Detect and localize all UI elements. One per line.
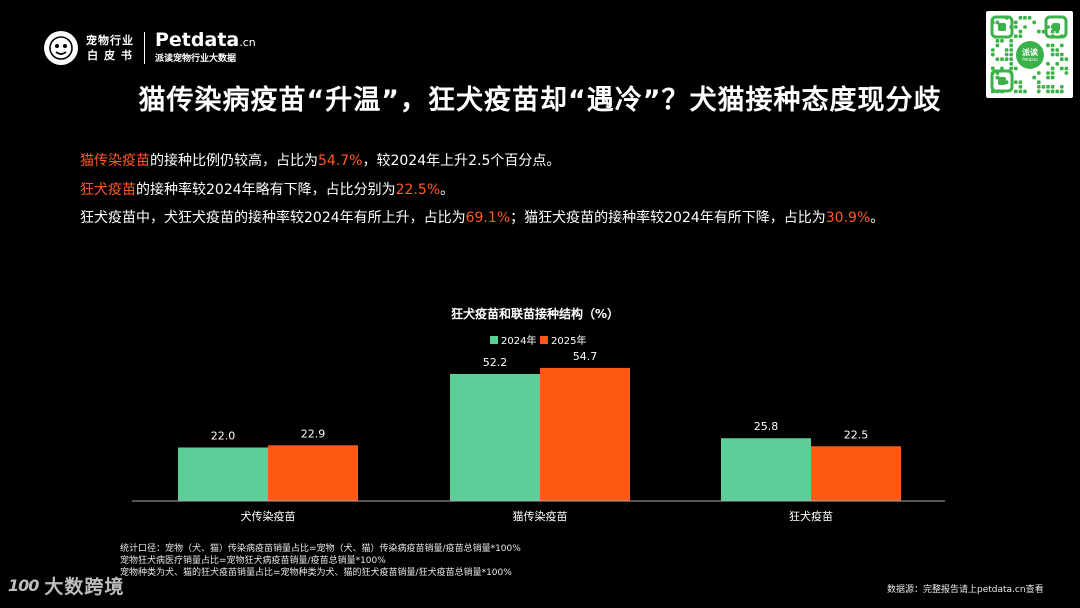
qr-center-line2: Petdata — [1022, 57, 1038, 62]
chart-bars: 22.0 22.9 52.2 54.7 25.8 22.5 — [178, 350, 901, 501]
chart-legend: 2024年 2025年 — [490, 334, 586, 347]
qr-pattern-icon — [990, 15, 1069, 94]
logo-cn-line2: 白 皮 书 — [87, 48, 133, 62]
bar-value-label: 22.9 — [301, 427, 326, 440]
x-tick-label: 猫传染疫苗 — [513, 509, 568, 523]
footnote-2: 宠物狂犬病医疗销量占比=宠物狂犬病疫苗销量/疫苗总销量*100% — [120, 556, 386, 566]
whitepaper-label: 宠物行业 白 皮 书 — [86, 33, 134, 63]
qr-center-line1: 派读 — [1022, 48, 1038, 57]
legend-swatch-1 — [490, 336, 498, 344]
logo-divider — [144, 31, 145, 64]
bar-2025-3 — [811, 446, 901, 501]
brand-subtitle: 派读宠物行业大数据 — [155, 54, 237, 64]
footnote-3: 宠物种类为犬、猫的狂犬疫苗销量占比=宠物种类为犬、猫的狂犬疫苗销量/狂犬疫苗总销… — [120, 568, 512, 578]
x-tick-label: 犬传染疫苗 — [241, 509, 296, 523]
brand-name-suffix: .cn — [239, 36, 256, 49]
insight-1-highlight-2: 54.7% — [318, 153, 363, 169]
x-tick-label: 狂犬疫苗 — [789, 509, 833, 523]
insight-3-text-1: 狂犬疫苗中，犬狂犬疫苗的接种率较2024年有所上升，占比为 — [80, 210, 466, 226]
insight-2-text-1: 的接种率较2024年略有下降，占比分别为 — [136, 182, 396, 198]
footnote-1: 统计口径：宠物（犬、猫）传染病疫苗销量占比=宠物（犬、猫）传染病疫苗销量/疫苗总… — [120, 544, 521, 554]
brand-name-main: Petdata — [155, 29, 240, 51]
qr-finder-core — [1052, 23, 1060, 31]
qr-finder-icon — [990, 69, 1014, 93]
bar-value-label: 25.8 — [754, 420, 779, 433]
bar-value-label: 52.2 — [483, 356, 508, 369]
insight-2-highlight-2: 22.5% — [395, 182, 441, 198]
qr-code: 派读 Petdata — [986, 11, 1073, 98]
footnotes: 统计口径：宠物（犬、猫）传染病疫苗销量占比=宠物（犬、猫）传染病疫苗销量/疫苗总… — [120, 543, 521, 579]
insight-2-highlight-1: 狂犬疫苗 — [80, 182, 136, 198]
bar-value-label: 22.5 — [844, 428, 869, 441]
x-axis-ticks: 犬传染疫苗 猫传染疫苗 狂犬疫苗 — [241, 509, 834, 523]
insight-line-3: 狂犬疫苗中，犬狂犬疫苗的接种率较2024年有所上升，占比为69.1%；猫狂犬疫苗… — [80, 207, 884, 227]
qr-finder-core — [998, 77, 1006, 85]
brand-name: Petdata.cn — [155, 30, 256, 53]
chart-title: 狂犬疫苗和联苗接种结构（%） — [451, 306, 619, 321]
insight-3-highlight-2: 30.9% — [825, 210, 871, 226]
qr-finder-icon — [1044, 15, 1068, 39]
data-source: 数据源：完整报告请上petdata.cn查看 — [887, 585, 1044, 595]
bar-2025-2 — [540, 367, 630, 501]
bar-2024-3 — [721, 438, 811, 501]
watermark-mark: 100 — [8, 576, 39, 595]
watermark-text: 大数跨境 — [44, 576, 125, 598]
insight-1-highlight-1: 猫传染疫苗 — [80, 153, 150, 169]
bar-2025-1 — [268, 445, 358, 501]
petdata-logo-icon — [44, 30, 78, 65]
insight-1-text-2: ，较2024年上升2.5个百分点。 — [362, 153, 561, 169]
bar-2024-2 — [450, 373, 540, 501]
legend-label-1: 2024年 — [501, 334, 536, 347]
insight-3-highlight-1: 69.1% — [465, 210, 511, 226]
insight-2-text-2: 。 — [440, 182, 455, 198]
qr-finder-core — [998, 23, 1006, 31]
insight-3-text-3: 。 — [870, 210, 885, 226]
brand-block: Petdata.cn 派读宠物行业大数据 — [155, 30, 256, 65]
watermark: 100 大数跨境 — [8, 572, 124, 599]
qr-center-badge: 派读 Petdata — [1016, 41, 1044, 69]
bar-2024-1 — [178, 447, 268, 501]
bar-value-label: 22.0 — [211, 429, 236, 442]
page-title: 猫传染病疫苗“升温”，狂犬疫苗却“遇冷”？犬猫接种态度现分歧 — [138, 85, 942, 116]
insight-line-2: 狂犬疫苗的接种率较2024年略有下降，占比分别为22.5%。 — [80, 179, 454, 199]
logo-cn-line1: 宠物行业 — [86, 33, 134, 47]
bar-value-label: 54.7 — [573, 350, 598, 363]
legend-label-2: 2025年 — [551, 334, 586, 347]
header-logo: 宠物行业 白 皮 书 Petdata.cn 派读宠物行业大数据 — [44, 30, 256, 65]
legend-swatch-2 — [540, 336, 548, 344]
insight-3-text-2: ；猫狂犬疫苗的接种率较2024年有所下降，占比为 — [510, 210, 826, 226]
insight-line-1: 猫传染疫苗的接种比例仍较高，占比为54.7%，较2024年上升2.5个百分点。 — [80, 150, 560, 170]
qr-finder-icon — [990, 15, 1014, 39]
insight-1-text-1: 的接种比例仍较高，占比为 — [150, 153, 318, 169]
